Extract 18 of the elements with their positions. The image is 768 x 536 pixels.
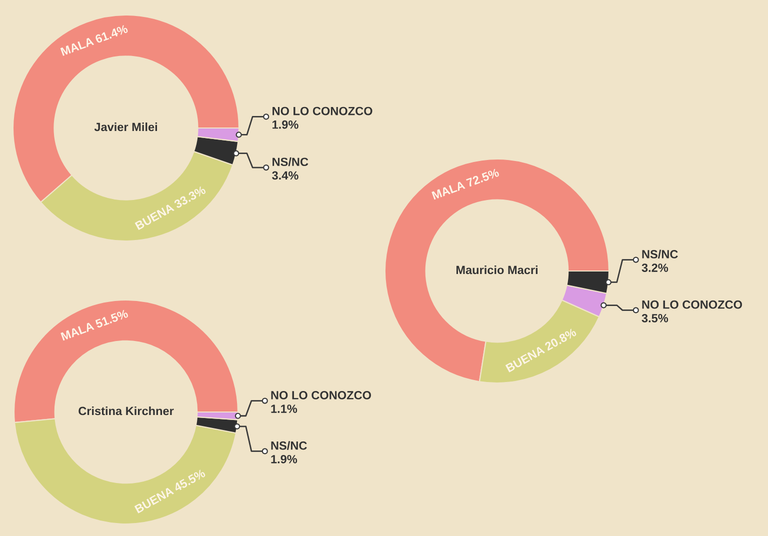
data-label: 3.5% <box>642 314 668 322</box>
text: Mauricio Macri <box>456 265 538 274</box>
slice-label: NS/NC <box>642 250 678 259</box>
data-label: 3.2% <box>642 264 668 272</box>
data-label: 1.9% <box>271 455 298 464</box>
slice-label: MALA 51.5% <box>60 309 129 341</box>
slice-label: MALA 72.5% <box>432 168 500 200</box>
slice-label: NO LO CONOZCO <box>642 300 742 309</box>
slice-label: NO LO CONOZCO <box>272 106 372 116</box>
slice-label: NS/NC <box>272 157 308 166</box>
text: Cristina Kirchner <box>78 406 174 416</box>
data-label: 1.9% <box>272 120 298 129</box>
text: Javier Milei <box>94 122 157 132</box>
data-label: 1.1% <box>271 404 298 413</box>
slice-label: NS/NC <box>271 441 307 450</box>
data-label: 3.4% <box>272 171 298 180</box>
slice-label: NO LO CONOZCO <box>271 391 371 400</box>
slice-label: MALA 61.4% <box>60 24 128 56</box>
